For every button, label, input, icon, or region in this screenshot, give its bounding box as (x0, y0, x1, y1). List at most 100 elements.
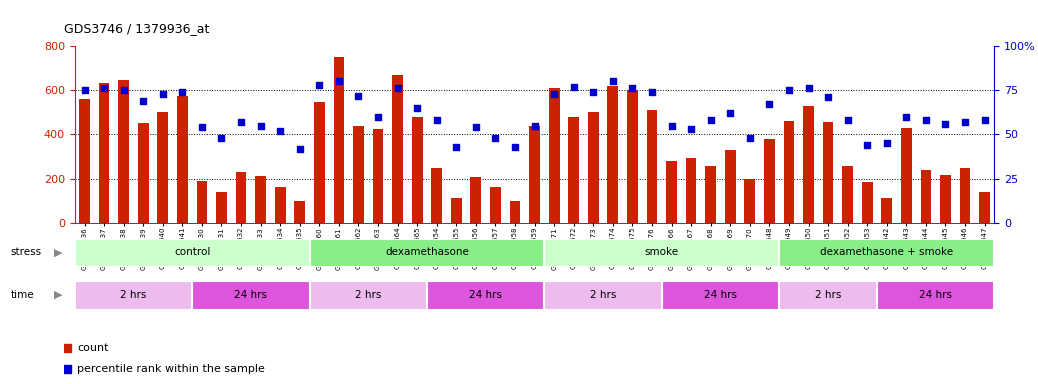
Text: 2 hrs: 2 hrs (120, 290, 146, 300)
Point (507, 144, 523, 150)
Text: percentile rank within the sample: percentile rank within the sample (78, 364, 266, 374)
Point (957, 119, 974, 125)
Bar (881, 199, 893, 223)
Text: 2 hrs: 2 hrs (590, 290, 617, 300)
Text: 2 hrs: 2 hrs (355, 290, 381, 300)
Point (76, 87, 92, 93)
Bar (764, 139, 774, 223)
Point (644, 89, 660, 95)
Bar (99, 83, 109, 223)
Point (937, 121, 954, 127)
Bar (901, 128, 911, 223)
Point (155, 91, 171, 97)
Point (781, 87, 797, 93)
Point (878, 140, 895, 146)
Bar (549, 88, 559, 223)
Point (858, 142, 875, 148)
Point (429, 117, 445, 123)
Text: ▶: ▶ (54, 247, 62, 258)
Bar (544, 239, 778, 266)
Point (370, 114, 386, 120)
Bar (569, 117, 579, 223)
Point (115, 87, 132, 93)
Bar (921, 170, 931, 223)
Point (135, 98, 152, 104)
Bar (823, 122, 834, 223)
Point (272, 128, 289, 134)
Bar (158, 112, 168, 223)
Text: control: control (174, 247, 211, 258)
Bar (432, 167, 442, 223)
Bar (607, 86, 619, 223)
Point (95, 85, 112, 91)
Bar (295, 200, 305, 223)
Bar (236, 172, 246, 223)
Bar (510, 200, 520, 223)
Point (546, 91, 563, 97)
Point (448, 144, 465, 150)
Point (330, 78, 347, 84)
Text: stress: stress (10, 247, 42, 258)
Point (233, 119, 249, 125)
Point (898, 114, 914, 120)
Point (311, 82, 328, 88)
Bar (862, 182, 873, 223)
Point (316, 284, 332, 290)
Bar (725, 150, 736, 223)
Bar (333, 57, 345, 223)
Point (350, 93, 366, 99)
Text: ▶: ▶ (54, 290, 62, 300)
Point (624, 85, 640, 91)
Bar (392, 75, 403, 223)
Text: 2 hrs: 2 hrs (815, 290, 841, 300)
Point (174, 89, 191, 95)
Point (604, 78, 621, 84)
Point (741, 135, 758, 141)
Text: 24 hrs: 24 hrs (920, 290, 952, 300)
Bar (255, 176, 266, 223)
Bar (780, 281, 876, 309)
Text: 24 hrs: 24 hrs (469, 290, 502, 300)
Bar (662, 281, 778, 309)
Point (800, 85, 817, 91)
Point (761, 101, 777, 108)
Bar (275, 187, 285, 223)
Bar (666, 161, 677, 223)
Bar (877, 281, 993, 309)
Point (389, 85, 406, 91)
Text: dexamethasone: dexamethasone (385, 247, 469, 258)
Bar (803, 106, 814, 223)
Bar (940, 175, 951, 223)
Point (566, 84, 582, 90)
Bar (627, 90, 637, 223)
Bar (705, 166, 716, 223)
Text: 24 hrs: 24 hrs (704, 290, 737, 300)
Bar (75, 239, 308, 266)
Bar (412, 117, 422, 223)
Bar (544, 281, 661, 309)
Point (683, 126, 700, 132)
Text: smoke: smoke (645, 247, 679, 258)
Point (585, 89, 602, 95)
Text: dexamethasone + smoke: dexamethasone + smoke (820, 247, 953, 258)
Point (663, 122, 680, 129)
Bar (588, 112, 599, 223)
Text: count: count (78, 343, 109, 353)
Bar (192, 281, 308, 309)
Point (292, 146, 308, 152)
Bar (470, 177, 482, 223)
Text: 24 hrs: 24 hrs (235, 290, 268, 300)
Bar (490, 187, 500, 223)
Bar (196, 181, 208, 223)
Bar (784, 121, 794, 223)
Bar (647, 110, 657, 223)
Point (316, 92, 332, 98)
Bar (313, 103, 325, 223)
Bar (960, 167, 971, 223)
Point (840, 117, 856, 123)
Bar (216, 192, 227, 223)
Text: GDS3746 / 1379936_at: GDS3746 / 1379936_at (64, 22, 210, 35)
Bar (780, 239, 993, 266)
Point (487, 135, 503, 141)
Bar (79, 99, 90, 223)
